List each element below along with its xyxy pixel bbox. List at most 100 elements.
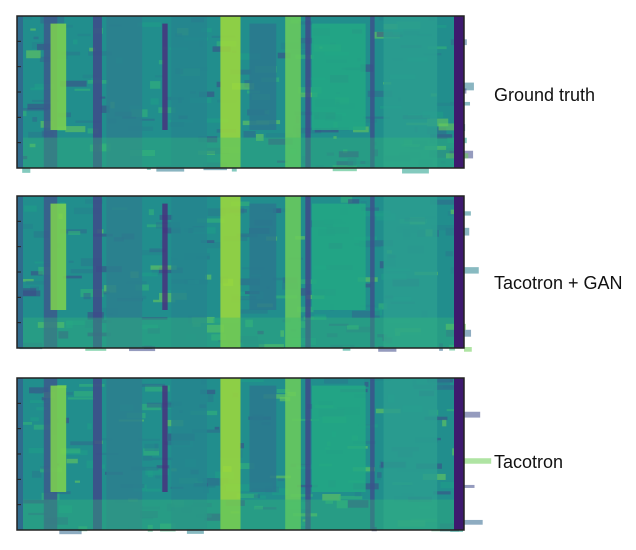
texture	[463, 347, 472, 352]
texture	[74, 480, 80, 483]
stripe	[249, 23, 277, 131]
texture	[155, 222, 181, 229]
stripe	[305, 16, 311, 168]
texture	[243, 131, 256, 138]
stripe	[383, 196, 438, 348]
stripe	[92, 196, 102, 348]
texture	[436, 102, 455, 106]
texture	[58, 331, 69, 339]
texture	[429, 150, 455, 158]
texture	[330, 344, 355, 348]
texture	[70, 269, 93, 274]
texture	[432, 385, 454, 390]
texture	[75, 120, 101, 123]
texture	[140, 317, 168, 320]
texture	[450, 267, 479, 274]
texture	[346, 161, 370, 165]
stripe	[162, 385, 168, 492]
texture	[151, 268, 163, 275]
texture	[204, 513, 221, 521]
texture	[147, 328, 160, 334]
texture	[245, 319, 253, 328]
texture	[29, 400, 49, 404]
texture	[439, 343, 443, 351]
texture	[93, 233, 113, 237]
texture	[296, 464, 312, 470]
panel-label: Ground truth	[494, 85, 596, 105]
texture	[358, 424, 378, 428]
texture	[147, 524, 153, 532]
texture	[141, 383, 166, 387]
stripe	[370, 378, 375, 530]
texture	[290, 494, 313, 497]
texture	[430, 134, 453, 139]
texture	[340, 196, 353, 203]
panel-label: Tacotron + GAN	[494, 273, 623, 293]
texture	[358, 240, 382, 248]
stripe	[220, 16, 241, 168]
texture	[354, 491, 362, 497]
texture	[77, 33, 91, 37]
texture	[202, 478, 229, 486]
texture	[58, 505, 73, 513]
texture	[428, 378, 450, 385]
texture	[80, 258, 102, 267]
texture	[140, 324, 158, 330]
texture	[367, 90, 393, 97]
texture	[430, 199, 455, 205]
texture	[437, 148, 465, 152]
texture	[374, 307, 382, 316]
texture	[441, 161, 446, 164]
texture	[30, 271, 43, 276]
texture	[31, 470, 42, 478]
texture	[70, 441, 99, 446]
texture	[41, 397, 46, 402]
stripe	[171, 16, 207, 168]
right-edge	[454, 16, 464, 168]
texture	[205, 274, 212, 280]
stripe	[171, 378, 207, 530]
texture	[241, 379, 264, 382]
texture	[65, 417, 69, 424]
texture	[186, 528, 204, 534]
stripe	[106, 378, 143, 530]
texture	[22, 290, 41, 297]
texture	[435, 437, 441, 441]
stripe	[50, 385, 67, 492]
texture	[357, 277, 378, 282]
panel-label: Tacotron	[494, 452, 564, 472]
texture	[325, 500, 333, 504]
texture	[145, 468, 170, 476]
texture	[431, 225, 456, 231]
texture	[137, 438, 160, 441]
texture	[276, 389, 290, 393]
texture	[62, 275, 82, 279]
texture	[230, 69, 252, 75]
texture	[30, 28, 36, 31]
texture	[277, 476, 285, 482]
texture	[359, 304, 376, 308]
texture	[258, 344, 284, 349]
texture	[240, 309, 268, 314]
stripe	[92, 378, 102, 530]
texture	[314, 127, 339, 133]
texture	[18, 278, 34, 282]
texture	[66, 320, 87, 326]
texture	[60, 51, 81, 56]
texture	[60, 80, 87, 87]
texture	[363, 116, 390, 119]
texture	[32, 117, 38, 122]
texture	[60, 448, 81, 454]
texture	[30, 417, 39, 422]
texture	[89, 47, 96, 52]
texture	[205, 118, 229, 123]
stripe	[162, 23, 168, 131]
texture	[197, 218, 225, 223]
texture	[268, 138, 293, 145]
texture	[364, 381, 369, 387]
stripe	[285, 378, 301, 530]
texture	[253, 494, 260, 498]
texture	[377, 472, 382, 478]
texture	[347, 158, 357, 167]
texture	[364, 283, 371, 288]
